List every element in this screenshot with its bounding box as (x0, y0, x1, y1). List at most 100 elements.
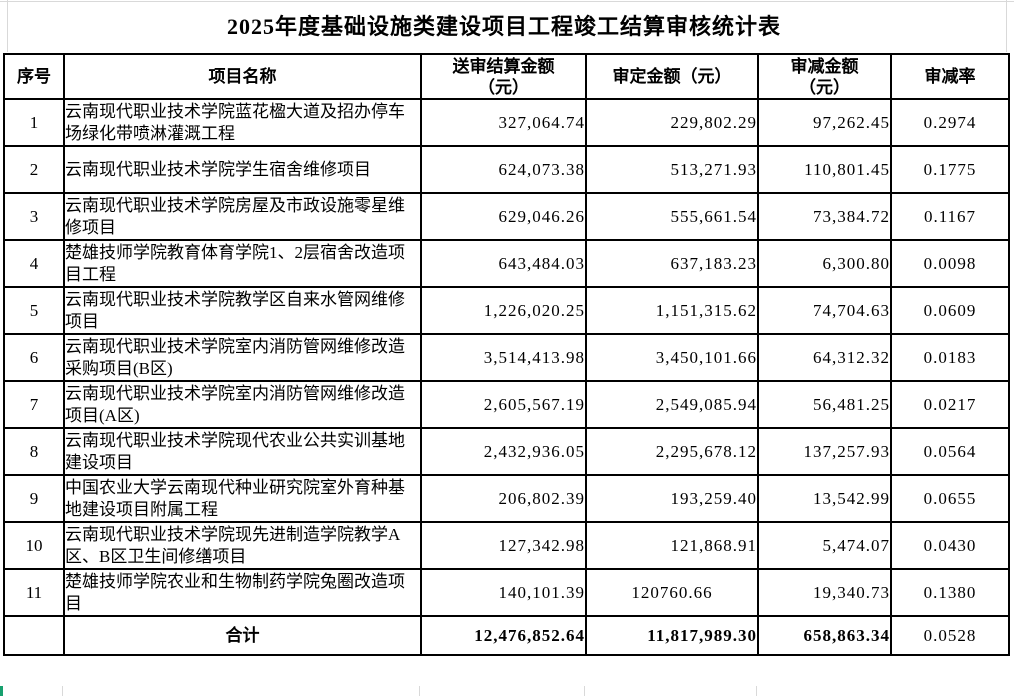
cell-name: 云南现代职业技术学院室内消防管网维修改造项目(A区) (63, 380, 422, 429)
column-header-reduced: 审减金额 （元） (757, 53, 892, 100)
cell-rate: 0.2974 (890, 98, 1010, 147)
cell-reduced: 6,300.80 (757, 239, 892, 288)
cell-seq: 9 (3, 474, 65, 523)
total-label: 合计 (63, 615, 422, 656)
cell-seq: 4 (3, 239, 65, 288)
table-row: 11 楚雄技师学院农业和生物制药学院兔圈改造项目 140,101.39 120760.… (3, 568, 1010, 617)
cell-rate: 0.0217 (890, 380, 1010, 429)
cell-approved: 1,151,315.62 (585, 286, 759, 335)
table-row: 5 云南现代职业技术学院教学区自来水管网维修项目 1,226,020.25 1,151… (3, 286, 1010, 335)
cell-name: 云南现代职业技术学院室内消防管网维修改造采购项目(B区) (63, 333, 422, 382)
audit-table: 序号 项目名称 送审结算金额 （元） 审定金额（元） 审减金额 （元） 审减率 1 云南现代… (3, 53, 1010, 656)
cell-rate: 0.0564 (890, 427, 1010, 476)
sheet-gridline-stub (584, 686, 585, 696)
sheet-selection-mark (0, 686, 3, 696)
column-header-rate: 审减率 (890, 53, 1010, 100)
table-row: 6 云南现代职业技术学院室内消防管网维修改造采购项目(B区) 3,514,413.9… (3, 333, 1010, 382)
column-header-submitted: 送审结算金额 （元） (420, 53, 587, 100)
column-header-approved: 审定金额（元） (585, 53, 759, 100)
cell-submitted: 643,484.03 (420, 239, 587, 288)
column-header-seq: 序号 (3, 53, 65, 100)
total-cell-reduced: 658,863.34 (757, 615, 892, 656)
header-row: 序号 项目名称 送审结算金额 （元） 审定金额（元） 审减金额 （元） 审减率 (3, 53, 1010, 100)
table-row: 4 楚雄技师学院教育体育学院1、2层宿舍改造项目工程 643,484.03 637,1… (3, 239, 1010, 288)
cell-seq: 10 (3, 521, 65, 570)
cell-submitted: 629,046.26 (420, 192, 587, 241)
cell-seq: 7 (3, 380, 65, 429)
page-title: 2025年度基础设施类建设项目工程竣工结算审核统计表 (226, 14, 781, 39)
total-cell-seq (3, 615, 65, 656)
cell-submitted: 127,342.98 (420, 521, 587, 570)
cell-approved: 193,259.40 (585, 474, 759, 523)
cell-reduced: 13,542.99 (757, 474, 892, 523)
sheet-gridline-stub (419, 686, 420, 696)
cell-approved: 120760.66 (585, 568, 759, 617)
sheet-gridline-stub (756, 686, 757, 696)
column-header-name: 项目名称 (63, 53, 422, 100)
sheet-gridline-left (7, 0, 8, 52)
cell-name: 云南现代职业技术学院教学区自来水管网维修项目 (63, 286, 422, 335)
cell-rate: 0.0609 (890, 286, 1010, 335)
cell-submitted: 2,432,936.05 (420, 427, 587, 476)
cell-approved: 513,271.93 (585, 145, 759, 194)
sheet-gridline-right (1006, 0, 1007, 52)
cell-reduced: 97,262.45 (757, 98, 892, 147)
cell-reduced: 5,474.07 (757, 521, 892, 570)
table-row: 1 云南现代职业技术学院蓝花楹大道及招办停车场绿化带喷淋灌溉工程 327,064.7… (3, 98, 1010, 147)
cell-reduced: 64,312.32 (757, 333, 892, 382)
cell-name: 云南现代职业技术学院现先进制造学院教学A区、B区卫生间修缮项目 (63, 521, 422, 570)
total-cell-rate: 0.0528 (890, 615, 1010, 656)
cell-approved: 637,183.23 (585, 239, 759, 288)
cell-reduced: 73,384.72 (757, 192, 892, 241)
cell-seq: 6 (3, 333, 65, 382)
cell-rate: 0.1775 (890, 145, 1010, 194)
table-row: 7 云南现代职业技术学院室内消防管网维修改造项目(A区) 2,605,567.19 2… (3, 380, 1010, 429)
cell-submitted: 624,073.38 (420, 145, 587, 194)
sheet-gridline-stub (62, 686, 63, 696)
total-row: 合计 12,476,852.64 11,817,989.30 658,863.34 0.… (3, 615, 1010, 656)
table-row: 9 中国农业大学云南现代种业研究院室外育种基地建设项目附属工程 206,802.39… (3, 474, 1010, 523)
cell-approved: 229,802.29 (585, 98, 759, 147)
table-row: 10 云南现代职业技术学院现先进制造学院教学A区、B区卫生间修缮项目 127,342… (3, 521, 1010, 570)
cell-approved: 2,549,085.94 (585, 380, 759, 429)
table-row: 8 云南现代职业技术学院现代农业公共实训基地建设项目 2,432,936.05 2,2… (3, 427, 1010, 476)
cell-rate: 0.1380 (890, 568, 1010, 617)
cell-submitted: 3,514,413.98 (420, 333, 587, 382)
total-cell-submitted: 12,476,852.64 (420, 615, 587, 656)
cell-rate: 0.0655 (890, 474, 1010, 523)
cell-reduced: 110,801.45 (757, 145, 892, 194)
cell-approved: 3,450,101.66 (585, 333, 759, 382)
cell-name: 楚雄技师学院教育体育学院1、2层宿舍改造项目工程 (63, 239, 422, 288)
cell-rate: 0.1167 (890, 192, 1010, 241)
cell-approved: 555,661.54 (585, 192, 759, 241)
cell-name: 楚雄技师学院农业和生物制药学院兔圈改造项目 (63, 568, 422, 617)
cell-name: 云南现代职业技术学院学生宿舍维修项目 (63, 145, 422, 194)
cell-submitted: 2,605,567.19 (420, 380, 587, 429)
cell-seq: 11 (3, 568, 65, 617)
cell-name: 云南现代职业技术学院现代农业公共实训基地建设项目 (63, 427, 422, 476)
cell-approved: 2,295,678.12 (585, 427, 759, 476)
cell-rate: 0.0098 (890, 239, 1010, 288)
cell-submitted: 140,101.39 (420, 568, 587, 617)
cell-rate: 0.0183 (890, 333, 1010, 382)
cell-approved: 121,868.91 (585, 521, 759, 570)
cell-reduced: 74,704.63 (757, 286, 892, 335)
cell-submitted: 1,226,020.25 (420, 286, 587, 335)
cell-submitted: 206,802.39 (420, 474, 587, 523)
cell-rate: 0.0430 (890, 521, 1010, 570)
cell-name: 云南现代职业技术学院蓝花楹大道及招办停车场绿化带喷淋灌溉工程 (63, 98, 422, 147)
table-row: 3 云南现代职业技术学院房屋及市政设施零星维修项目 629,046.26 555,66… (3, 192, 1010, 241)
sheet-gridline-top (0, 1, 1014, 2)
cell-name: 中国农业大学云南现代种业研究院室外育种基地建设项目附属工程 (63, 474, 422, 523)
cell-reduced: 137,257.93 (757, 427, 892, 476)
cell-seq: 8 (3, 427, 65, 476)
cell-reduced: 19,340.73 (757, 568, 892, 617)
cell-submitted: 327,064.74 (420, 98, 587, 147)
cell-seq: 2 (3, 145, 65, 194)
table-row: 2 云南现代职业技术学院学生宿舍维修项目 624,073.38 513,271.93 1… (3, 145, 1010, 194)
cell-seq: 5 (3, 286, 65, 335)
cell-seq: 3 (3, 192, 65, 241)
cell-seq: 1 (3, 98, 65, 147)
cell-name: 云南现代职业技术学院房屋及市政设施零星维修项目 (63, 192, 422, 241)
total-cell-approved: 11,817,989.30 (585, 615, 759, 656)
